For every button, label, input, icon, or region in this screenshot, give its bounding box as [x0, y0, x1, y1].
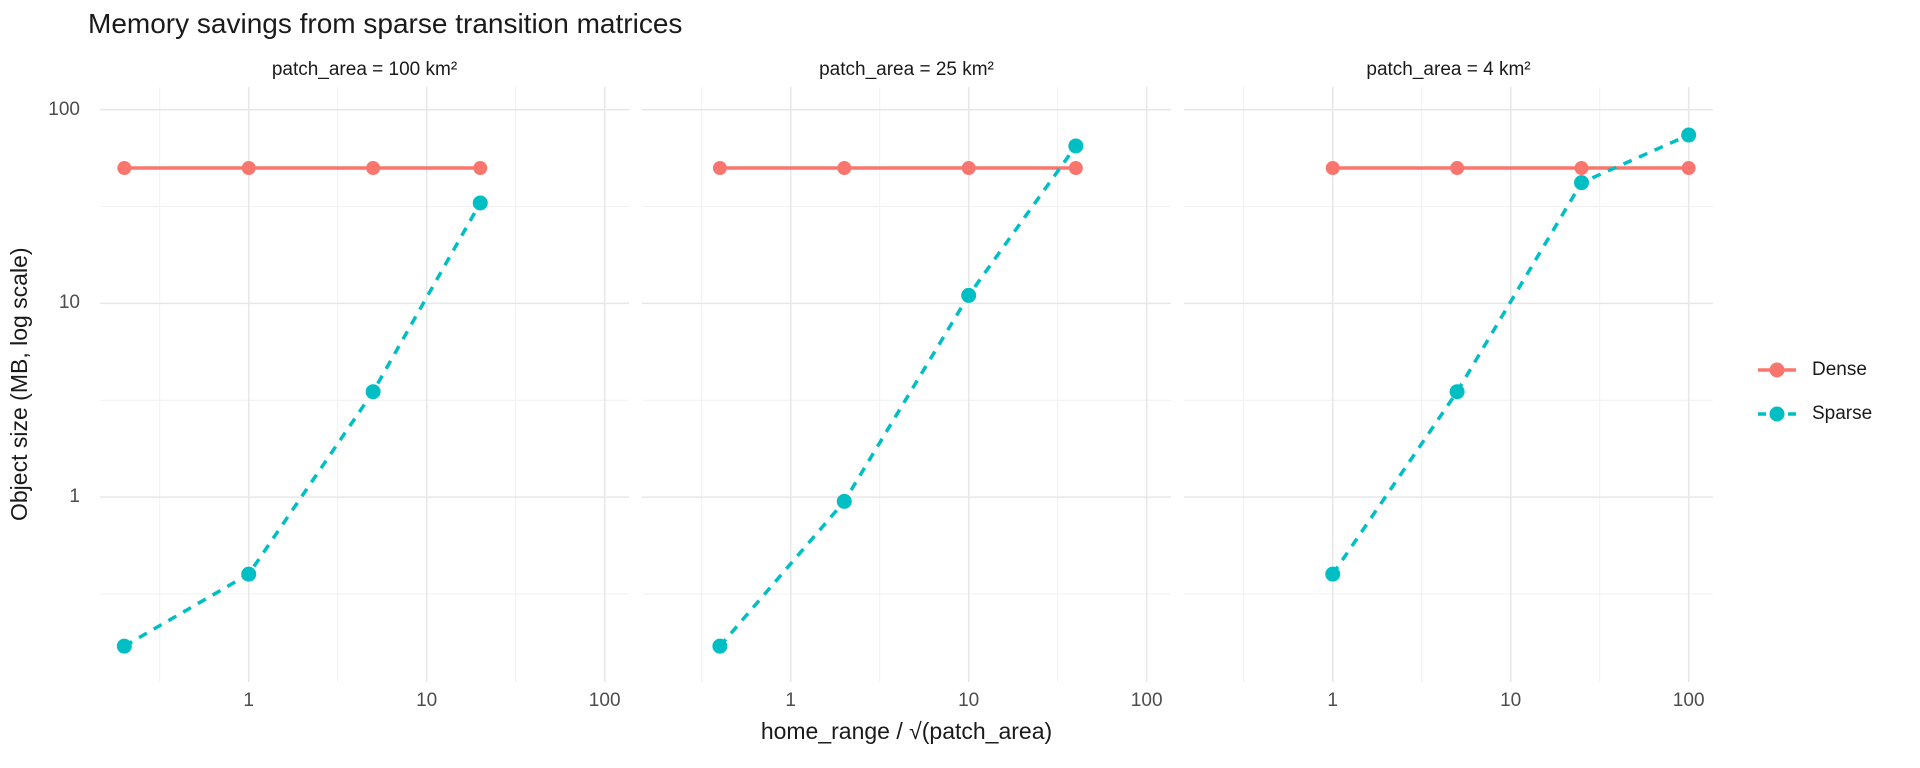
sparse-line-key-icon [1758, 406, 1796, 422]
x-tick-label: 10 [958, 690, 980, 711]
legend-entry-sparse: Sparse [1756, 401, 1872, 427]
y-axis-title: Object size (MB, log scale) [6, 247, 32, 522]
sparse-data-point [241, 566, 257, 582]
dense-data-point [837, 161, 852, 176]
dense-data-point [1068, 161, 1083, 176]
facet-strip-label: patch_area = 25 km² [819, 59, 994, 80]
dense-data-point [117, 161, 132, 176]
legend-key-point [1769, 406, 1785, 422]
sparse-series-line [718, 144, 1078, 648]
x-tick-label: 100 [588, 690, 621, 711]
sparse-data-point [1574, 175, 1590, 191]
sparse-data-point [365, 384, 381, 400]
facet-panel [642, 87, 1171, 682]
dense-data-point [961, 161, 976, 176]
plot-title: Memory savings from sparse transition ma… [88, 8, 683, 39]
x-axis-title: home_range / √(patch_area) [760, 718, 1053, 744]
sparse-data-point [116, 638, 132, 654]
dense-data-point [1574, 161, 1589, 176]
x-tick-label: 1 [1327, 690, 1339, 711]
dense-data-point [241, 161, 256, 176]
x-tick-label: 100 [1130, 690, 1163, 711]
facet-strip-label: patch_area = 4 km² [1366, 59, 1531, 80]
dense-data-point [1681, 161, 1696, 176]
x-tick-label: 10 [1500, 690, 1522, 711]
legend-key-point [1769, 362, 1785, 378]
dense-line-key-icon [1758, 362, 1796, 378]
sparse-data-point [961, 287, 977, 303]
sparse-data-point [712, 638, 728, 654]
x-tick-label: 100 [1672, 690, 1705, 711]
sparse-data-point [1325, 566, 1341, 582]
dense-data-point [712, 161, 727, 176]
x-tick-label: 1 [243, 690, 255, 711]
y-tick-label: 1 [69, 486, 80, 508]
x-tick-label: 1 [785, 690, 797, 711]
sparse-data-point [472, 195, 488, 211]
legend-label-sparse: Sparse [1812, 403, 1873, 424]
y-tick-label: 100 [48, 98, 80, 120]
legend-entry-dense: Dense [1756, 357, 1872, 383]
sparse-data-point [1681, 127, 1697, 143]
facet-panel [1184, 87, 1713, 682]
legend: Dense Sparse [1756, 357, 1872, 445]
sparse-data-point [836, 493, 852, 509]
sparse-data-point [1449, 384, 1465, 400]
sparse-series-line [123, 202, 482, 648]
sparse-data-point [1068, 138, 1084, 154]
x-tick-label: 10 [416, 690, 438, 711]
dense-data-point [1325, 161, 1340, 176]
legend-label-dense: Dense [1812, 359, 1867, 380]
dense-data-point [473, 161, 488, 176]
dense-data-point [366, 161, 381, 176]
facet-panel [100, 87, 629, 682]
y-tick-label: 10 [58, 292, 80, 314]
dense-data-point [1450, 161, 1465, 176]
sparse-series-line [1331, 133, 1690, 576]
facet-strip-label: patch_area = 100 km² [271, 59, 458, 80]
